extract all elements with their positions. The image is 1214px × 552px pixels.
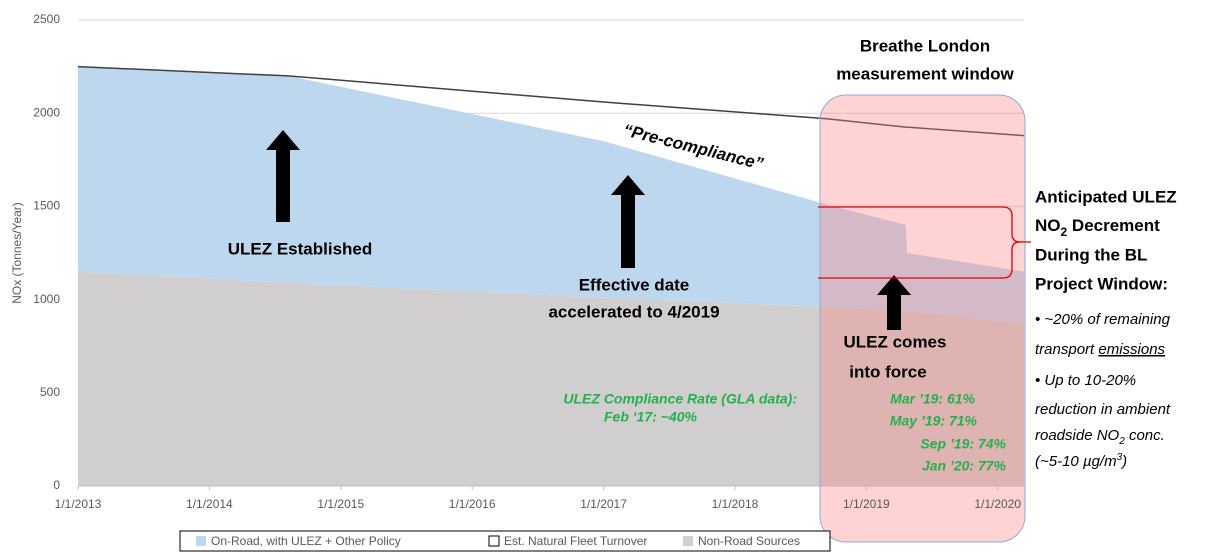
bullet: reduction in ambient: [1035, 401, 1171, 418]
bullet: • ~20% of remaining: [1035, 311, 1171, 328]
legend-swatch: [683, 536, 693, 546]
x-tick-label: 1/1/2016: [449, 497, 496, 511]
bullet: (~5-10 µg/m3): [1035, 452, 1127, 470]
x-tick-label: 1/1/2017: [580, 497, 627, 511]
line: [77, 65, 1025, 137]
compliance-note: May ’19: 71%: [890, 413, 978, 429]
decrement-bracket: [818, 206, 1031, 279]
compliance-note: Jan ’20: 77%: [922, 458, 1007, 474]
x-tick-label: 1/1/2018: [712, 497, 759, 511]
area: [78, 66, 1024, 324]
legend-label: Non-Road Sources: [698, 534, 800, 548]
x-tick-label: 1/1/2013: [55, 497, 102, 511]
annotation: accelerated to 4/2019: [548, 302, 719, 321]
compliance-note: ULEZ Compliance Rate (GLA data):: [563, 391, 797, 407]
legend: [179, 530, 831, 552]
y-tick-label: 0: [53, 478, 60, 492]
x-tick-label: 1/1/2020: [974, 497, 1021, 511]
x-tick-label: 1/1/2015: [317, 497, 364, 511]
compliance-note: Sep ’19: 74%: [920, 436, 1006, 452]
y-tick-label: 2500: [33, 12, 60, 26]
legend-swatch: [488, 535, 500, 547]
y-tick-label: 2000: [33, 105, 60, 119]
compliance-note: Feb ‘17: ~40%: [604, 409, 698, 425]
annotation: measurement window: [836, 64, 1014, 83]
legend-label: Est. Natural Fleet Turnover: [504, 534, 647, 548]
annotation: ULEZ Established: [228, 239, 373, 258]
decrement-title: Project Window:: [1035, 274, 1168, 293]
bullet: • Up to 10-20%: [1035, 372, 1136, 389]
annotation: into force: [849, 362, 926, 381]
arrow: [266, 130, 300, 222]
area: [78, 271, 1024, 486]
annotation: Effective date: [579, 275, 690, 294]
decrement-title: NO2 Decrement: [1035, 216, 1160, 239]
y-tick-label: 1500: [33, 199, 60, 213]
y-tick-label: 500: [40, 385, 60, 399]
bullet: roadside NO2 conc.: [1035, 427, 1165, 447]
annotation: Breathe London: [860, 36, 990, 55]
plot-area: [77, 19, 1025, 490]
bullet: transport emissions: [1035, 341, 1166, 358]
decrement-title: During the BL: [1035, 245, 1147, 264]
arrow: [611, 175, 645, 268]
decrement-title: Anticipated ULEZ: [1035, 187, 1177, 206]
window-overlay: [819, 94, 1026, 543]
x-tick-label: 1/1/2014: [186, 497, 233, 511]
compliance-note: Mar ’19: 61%: [890, 391, 975, 407]
legend-label: On-Road, with ULEZ + Other Policy: [211, 534, 401, 548]
y-axis-label: NOx (Tonnes/Year): [10, 202, 24, 304]
legend-swatch: [196, 536, 206, 546]
x-tick-label: 1/1/2019: [843, 497, 890, 511]
annotation: ULEZ comes: [844, 332, 947, 351]
y-tick-label: 1000: [33, 292, 60, 306]
arrow: [877, 275, 911, 330]
